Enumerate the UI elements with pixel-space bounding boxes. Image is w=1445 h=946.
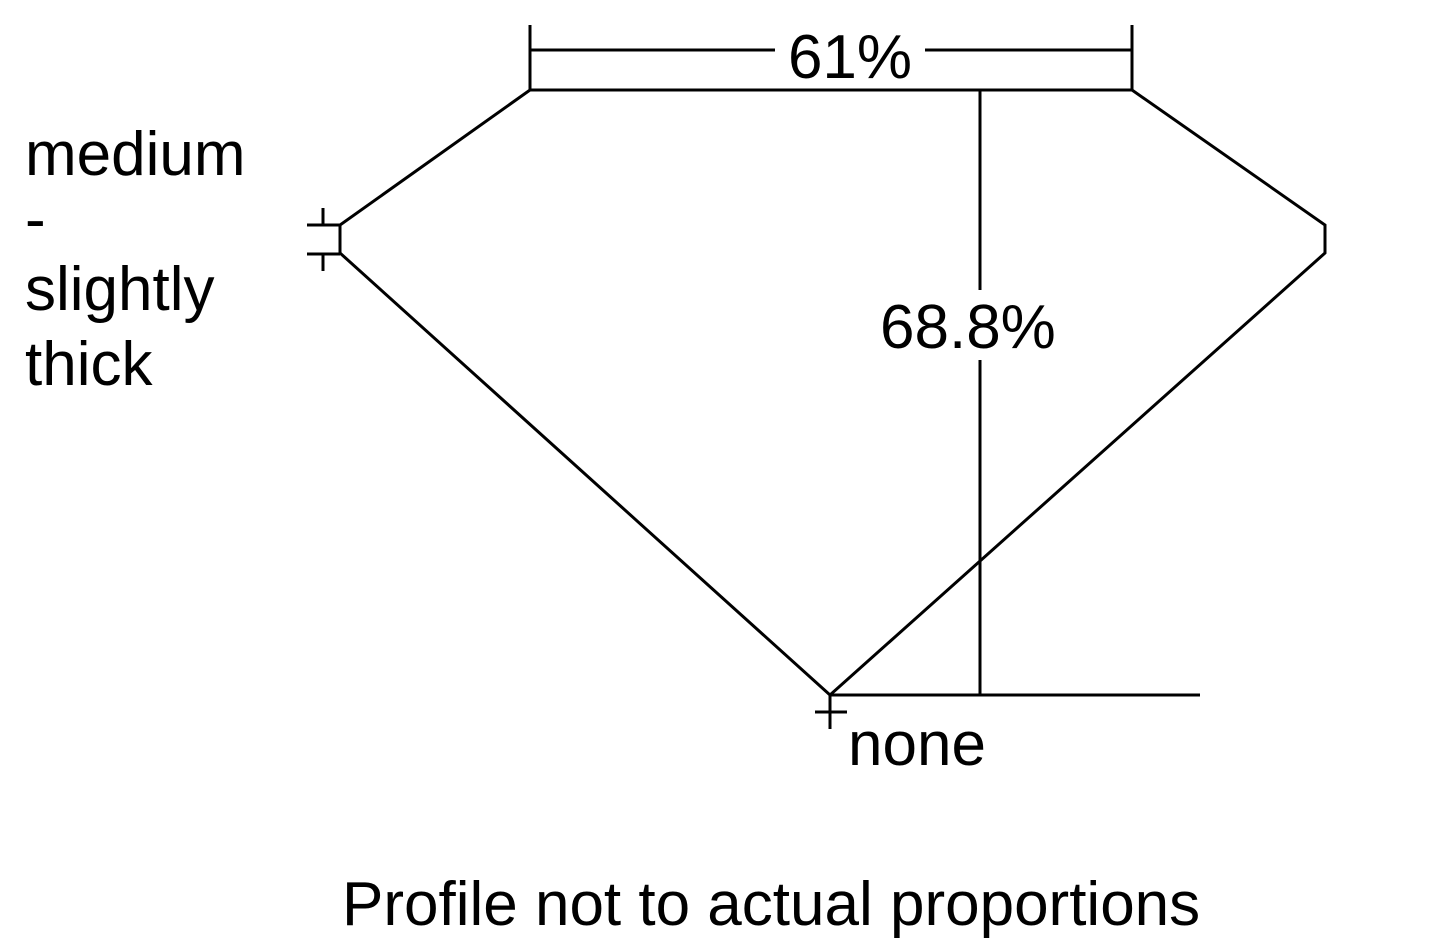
table-dimension: 61% bbox=[528, 23, 1134, 92]
profile-outline bbox=[338, 88, 1327, 698]
girdle-markers bbox=[307, 208, 340, 271]
culet-label: none bbox=[848, 710, 986, 779]
diamond-outline bbox=[338, 88, 1327, 698]
depth-dimension: 68.8% bbox=[830, 90, 1200, 697]
culet-marker: none bbox=[815, 695, 986, 779]
girdle-label: medium - slightly thick bbox=[25, 120, 246, 399]
girdle-label-line: - bbox=[25, 185, 46, 254]
depth-percent-label: 68.8% bbox=[880, 293, 1056, 362]
girdle-label-line: thick bbox=[25, 330, 153, 399]
girdle-label-line: slightly bbox=[25, 255, 215, 324]
table-percent-label: 61% bbox=[788, 23, 912, 92]
girdle-label-line: medium bbox=[25, 120, 246, 189]
caption: Profile not to actual proportions bbox=[342, 870, 1200, 939]
